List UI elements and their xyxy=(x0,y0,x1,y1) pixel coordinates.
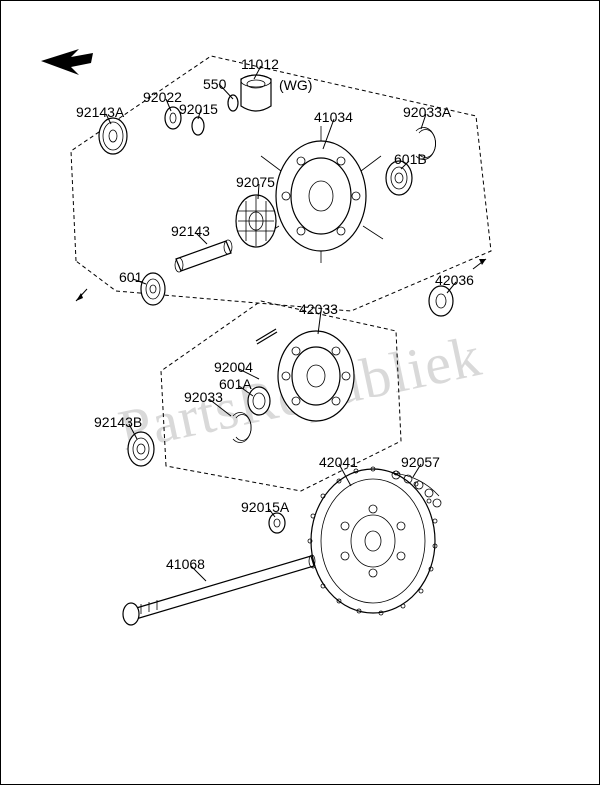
part-42033-coupling xyxy=(278,331,354,421)
diagram-canvas: PartsRepubliek xyxy=(0,0,600,785)
part-11012 xyxy=(241,75,271,111)
label-92143A: 92143A xyxy=(76,104,124,120)
part-550 xyxy=(228,95,238,111)
label-92015: 92015 xyxy=(179,101,218,117)
label-92057: 92057 xyxy=(401,454,440,470)
label-92004: 92004 xyxy=(214,359,253,375)
label-41068: 41068 xyxy=(166,556,205,572)
label-601: 601 xyxy=(119,269,142,285)
label-41034: 41034 xyxy=(314,109,353,125)
orientation-arrow xyxy=(41,49,93,75)
label-92015A: 92015A xyxy=(241,499,289,515)
label-92143: 92143 xyxy=(171,223,210,239)
part-92033 xyxy=(233,413,251,443)
label-92075: 92075 xyxy=(236,174,275,190)
part-92143a xyxy=(99,118,127,154)
label-601A: 601A xyxy=(219,376,252,392)
label-92143B: 92143B xyxy=(94,414,142,430)
part-92015a xyxy=(269,513,285,533)
label-92033: 92033 xyxy=(184,389,223,405)
label-92033A: 92033A xyxy=(403,104,451,120)
label-601B: 601B xyxy=(394,151,427,167)
part-41068-axle xyxy=(123,555,315,625)
label-92022: 92022 xyxy=(143,89,182,105)
label-42036: 42036 xyxy=(435,272,474,288)
part-42041-sprocket xyxy=(308,467,437,615)
label-wg: (WG) xyxy=(279,77,312,93)
label-550: 550 xyxy=(203,76,226,92)
part-601 xyxy=(141,273,165,305)
label-42033: 42033 xyxy=(299,301,338,317)
label-42041: 42041 xyxy=(319,454,358,470)
label-11012: 11012 xyxy=(241,56,279,72)
part-92143 xyxy=(175,240,232,272)
part-92143b xyxy=(128,432,154,466)
part-92004 xyxy=(256,329,277,344)
part-41034-hub xyxy=(259,126,383,263)
part-92075 xyxy=(236,195,276,247)
part-92015 xyxy=(192,117,204,135)
